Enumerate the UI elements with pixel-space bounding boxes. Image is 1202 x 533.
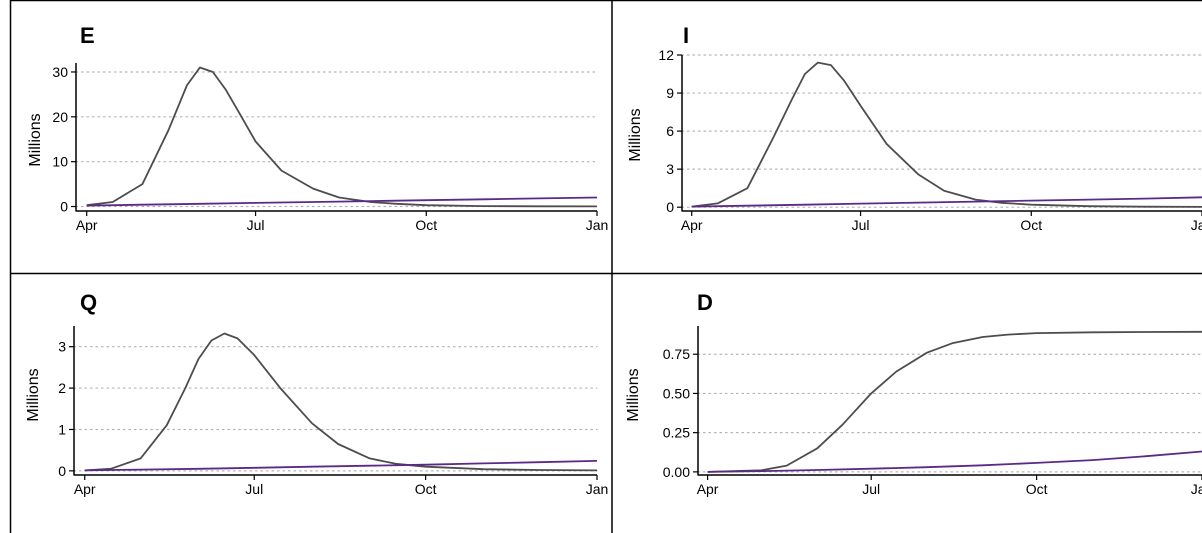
panel-title: E: [80, 23, 95, 48]
y-tick-label: 0.75: [663, 346, 690, 362]
series-line-1: [86, 66, 598, 208]
y-axis-label: Millions: [27, 113, 44, 166]
y-tick-label: 6: [666, 123, 674, 139]
series-line-2: [84, 460, 598, 472]
y-tick-label: 1: [58, 421, 66, 437]
series-line-1: [691, 61, 1202, 208]
panel-I: 0 3 6 9 12 Apr Jul Oct Jan I Millions: [627, 23, 1202, 233]
x-tick-label: Apr: [76, 217, 98, 233]
x-tick-label: Jan: [1191, 481, 1202, 497]
x-tick-label: Jul: [852, 217, 870, 233]
y-tick-label: 12: [658, 47, 674, 63]
y-tick-label: 0.50: [663, 385, 690, 401]
y-tick-label: 0.00: [663, 464, 690, 480]
panel-borders: [9, 0, 1202, 533]
series-line-2: [691, 196, 1202, 208]
x-tick-label: Jan: [586, 481, 609, 497]
series-line-2: [707, 450, 1202, 473]
x-tick-label: Oct: [415, 481, 437, 497]
x-tick-label: Oct: [1020, 217, 1042, 233]
y-tick-label: 20: [52, 109, 68, 125]
panel-title: Q: [80, 290, 97, 315]
x-tick-label: Apr: [697, 481, 719, 497]
y-tick-label: 3: [58, 339, 66, 355]
x-tick-label: Apr: [74, 481, 96, 497]
panel-title: I: [683, 23, 689, 48]
panel-Q: 0 1 2 3 Apr Jul Oct Jan Q Millions: [25, 290, 608, 497]
y-tick-label: 10: [52, 154, 68, 170]
x-tick-label: Oct: [1026, 481, 1048, 497]
series-line-2: [86, 196, 598, 207]
panel-title: D: [697, 290, 713, 315]
x-tick-label: Jan: [586, 217, 609, 233]
y-tick-label: 9: [666, 85, 674, 101]
series-line-1: [707, 330, 1202, 473]
x-tick-label: Oct: [415, 217, 437, 233]
y-tick-label: 2: [58, 380, 66, 396]
y-axis-label: Millions: [625, 368, 642, 421]
y-axis-label: Millions: [25, 368, 42, 421]
panel-E: 0 10 20 30 Apr Jul Oct Jan E Millions: [27, 23, 608, 233]
x-tick-label: Apr: [681, 217, 703, 233]
x-tick-label: Jul: [862, 481, 880, 497]
y-tick-label: 0: [60, 199, 68, 215]
y-tick-label: 30: [52, 64, 68, 80]
y-axis-label: Millions: [627, 108, 644, 161]
x-tick-label: Jul: [245, 481, 263, 497]
y-tick-label: 0.25: [663, 425, 690, 441]
y-tick-label: 3: [666, 161, 674, 177]
series-line-1: [84, 332, 598, 472]
y-tick-label: 0: [666, 199, 674, 215]
y-tick-label: 0: [58, 463, 66, 479]
panel-D: 0.00 0.25 0.50 0.75 Apr Jul Oct Jan D Millions: [625, 290, 1202, 497]
x-tick-label: Jan: [1191, 217, 1202, 233]
x-tick-label: Jul: [247, 217, 265, 233]
